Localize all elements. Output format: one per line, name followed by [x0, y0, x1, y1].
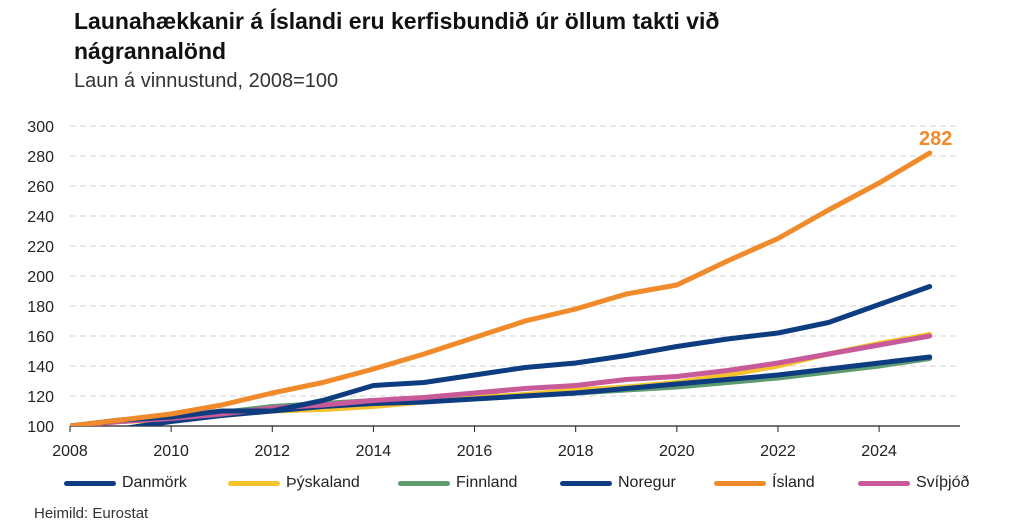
legend-label: Danmörk [122, 474, 187, 491]
x-tick-label: 2024 [861, 443, 897, 460]
y-tick-label: 280 [27, 149, 54, 166]
x-tick-label: 2022 [760, 443, 796, 460]
y-axis-ticks: 100 120 140 160 180 200 220 240 260 280 300 [27, 119, 54, 436]
legend-label: Svíþjóð [916, 474, 970, 491]
series-line-Noregur [70, 284, 933, 426]
legend-item: Noregur [560, 472, 676, 494]
legend-label: Finnland [456, 474, 518, 491]
legend-label: Þýskaland [286, 474, 360, 491]
legend-swatch [64, 480, 116, 486]
x-tick-label: 2020 [659, 443, 695, 460]
x-tick-label: 2012 [254, 443, 290, 460]
y-tick-label: 180 [27, 299, 54, 316]
legend: Danmörk Þýskaland Finnland Noregur Ísland Sví… [64, 472, 1004, 494]
legend-item: Ísland [714, 472, 815, 494]
legend-item: Danmörk [64, 472, 187, 494]
chart-subtitle: Laun á vinnustund, 2008=100 [74, 70, 339, 92]
y-tick-label: 100 [27, 419, 54, 436]
source-note: Heimild: Eurostat [34, 505, 149, 522]
x-tick-label: 2010 [153, 443, 189, 460]
series-line-Ísland [70, 150, 933, 426]
y-tick-label: 120 [27, 389, 54, 406]
legend-label: Noregur [618, 474, 676, 491]
y-tick-label: 260 [27, 179, 54, 196]
legend-item: Þýskaland [228, 472, 360, 494]
legend-label: Ísland [772, 474, 815, 491]
grid-lines [70, 125, 960, 427]
x-tick-label: 2018 [558, 443, 594, 460]
legend-swatch [560, 480, 612, 486]
y-tick-label: 140 [27, 359, 54, 376]
x-tick-label: 2014 [356, 443, 392, 460]
legend-swatch [858, 480, 910, 486]
legend-item: Finnland [398, 472, 517, 494]
legend-swatch [398, 480, 450, 486]
x-tick-label: 2008 [52, 443, 88, 460]
series-lines [70, 150, 933, 426]
series-line-Svíþjóð [70, 333, 933, 426]
legend-item: Svíþjóð [858, 472, 969, 494]
y-tick-label: 160 [27, 329, 54, 346]
y-tick-label: 200 [27, 269, 54, 286]
x-tick-label: 2016 [457, 443, 493, 460]
y-tick-label: 240 [27, 209, 54, 226]
annotations: 282 [919, 128, 952, 150]
annotation-label: 282 [919, 128, 952, 150]
legend-swatch [714, 480, 766, 486]
y-tick-label: 300 [27, 119, 54, 136]
y-tick-label: 220 [27, 239, 54, 256]
chart-title: Launahækkanir á Íslandi eru kerfisbundið… [74, 8, 720, 64]
x-axis-ticks: 2008 2010 2012 2014 2016 2018 2020 2022 2024 [52, 426, 897, 460]
legend-swatch [228, 480, 280, 486]
